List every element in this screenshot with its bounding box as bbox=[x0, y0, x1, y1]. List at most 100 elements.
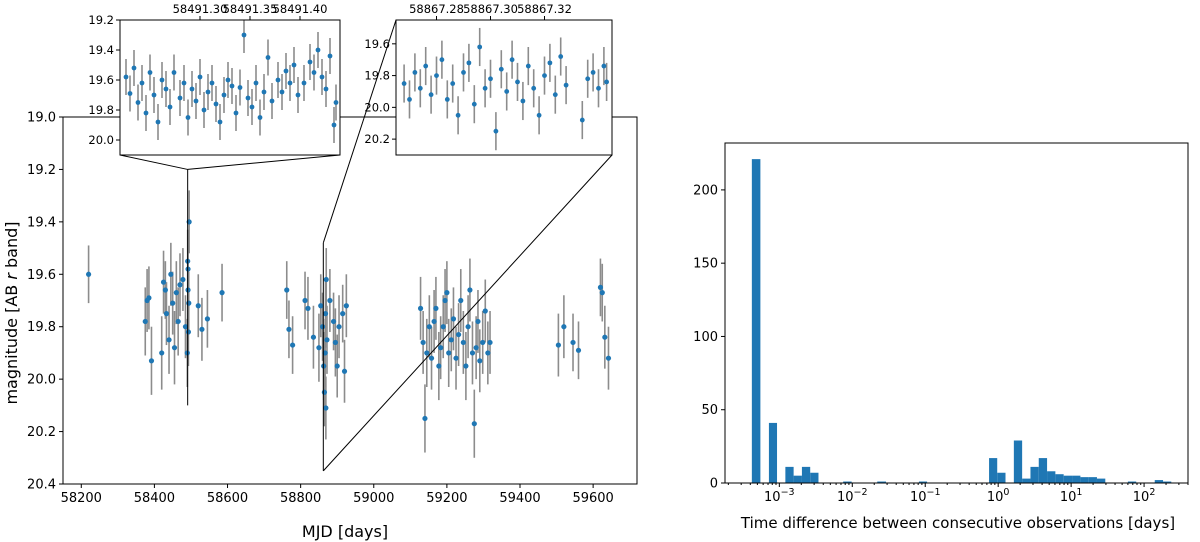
data-point bbox=[471, 421, 477, 427]
histogram-x-tick-label: 100 bbox=[987, 487, 1010, 505]
inset-data-point bbox=[434, 73, 439, 78]
inset-data-point bbox=[327, 53, 333, 59]
histogram-x-tick-label: 101 bbox=[1060, 487, 1083, 505]
y-tick-label: 20.4 bbox=[27, 478, 56, 493]
data-point bbox=[477, 358, 483, 364]
data-point bbox=[561, 324, 567, 330]
data-point bbox=[182, 324, 189, 330]
inset-y-tick-label: 20.2 bbox=[364, 132, 390, 146]
inset-x-tick-label: 58867.28 bbox=[409, 2, 464, 16]
inset-data-point bbox=[315, 47, 321, 53]
inset-data-point bbox=[295, 92, 301, 98]
inset-data-point bbox=[123, 74, 129, 80]
histogram-axes: 0 50 100 150 200 10−3 10−2 10−1 100 101 102 bbox=[693, 142, 1189, 505]
inset-data-point bbox=[525, 63, 531, 69]
x-tick-label: 58600 bbox=[207, 491, 248, 506]
zoom-connector bbox=[322, 19, 397, 243]
histogram-bar bbox=[785, 466, 794, 483]
data-point bbox=[323, 276, 329, 283]
inset-data-point bbox=[604, 79, 609, 85]
inset-data-point bbox=[249, 104, 255, 110]
x-tick-label: 59000 bbox=[353, 491, 394, 506]
histogram-y-tick-label: 50 bbox=[701, 403, 718, 418]
inset-data-point bbox=[135, 100, 141, 105]
data-point bbox=[316, 345, 322, 351]
inset-data-point bbox=[181, 80, 187, 86]
histogram-bar bbox=[768, 422, 778, 483]
data-point bbox=[450, 316, 457, 322]
data-point bbox=[318, 303, 324, 309]
zoom-connector bbox=[322, 154, 613, 472]
inset-data-point bbox=[333, 100, 339, 105]
x-axis-label: MJD [days] bbox=[302, 522, 388, 541]
inset-background bbox=[120, 20, 340, 155]
data-point bbox=[458, 297, 464, 304]
inset-data-point bbox=[233, 110, 239, 116]
inset-data-point bbox=[193, 98, 199, 104]
x-tick-label: 58400 bbox=[134, 491, 175, 506]
inset-x-tick-label: 58867.30 bbox=[463, 2, 518, 16]
histogram-x-tick-label: 10−3 bbox=[764, 487, 795, 505]
data-point bbox=[433, 305, 439, 311]
plot-frame bbox=[62, 116, 638, 485]
inset-y-tick-label: 19.4 bbox=[88, 43, 114, 57]
inset-data-point bbox=[213, 101, 219, 107]
data-point bbox=[426, 324, 432, 330]
inset-data-point bbox=[221, 92, 227, 98]
inset-data-point bbox=[261, 89, 267, 95]
inset-data-point bbox=[185, 115, 191, 120]
data-point bbox=[334, 363, 340, 369]
data-point bbox=[575, 347, 582, 353]
data-point bbox=[463, 363, 469, 369]
inset-data-point bbox=[151, 92, 157, 98]
inset-y-tick-label: 19.8 bbox=[88, 103, 114, 117]
data-point bbox=[171, 345, 178, 351]
histogram-bar bbox=[1154, 480, 1164, 483]
light-curve-axes: 58200 58400 58600 58800 59000 59200 59400 59600… bbox=[27, 111, 638, 506]
zoom-connector bbox=[187, 154, 341, 170]
inset-data-point bbox=[201, 107, 207, 113]
data-point bbox=[219, 290, 225, 296]
y-tick-label: 19.0 bbox=[27, 111, 56, 126]
histogram-bar bbox=[843, 481, 852, 483]
histogram-x-tick-label: 102 bbox=[1133, 487, 1156, 505]
inset-y-tick-label: 19.6 bbox=[364, 37, 390, 51]
data-point bbox=[323, 405, 329, 411]
inset-data-point bbox=[331, 122, 337, 128]
data-point bbox=[322, 311, 329, 317]
data-point bbox=[142, 318, 148, 325]
data-point bbox=[469, 350, 476, 356]
data-point bbox=[448, 337, 454, 343]
inset-data-point bbox=[171, 70, 177, 75]
data-point bbox=[467, 287, 473, 293]
data-point bbox=[148, 358, 155, 364]
data-point bbox=[431, 318, 437, 325]
data-point bbox=[597, 284, 604, 290]
inset-data-point bbox=[461, 70, 466, 75]
data-point bbox=[175, 318, 181, 325]
histogram-x-tick-label: 10−2 bbox=[837, 487, 868, 505]
data-point bbox=[321, 389, 328, 395]
inset-data-point bbox=[547, 60, 553, 66]
data-point bbox=[166, 337, 172, 343]
histogram-bar bbox=[1022, 478, 1031, 483]
inset-y-tick-label: 19.6 bbox=[88, 73, 114, 87]
inset-data-point bbox=[401, 81, 407, 86]
inset-y-tick-label: 19.8 bbox=[364, 69, 390, 83]
data-point bbox=[428, 355, 435, 361]
inset-data-point bbox=[477, 44, 483, 50]
inset-data-point bbox=[515, 79, 520, 85]
inset-background bbox=[396, 20, 612, 155]
inset-data-point bbox=[311, 70, 317, 75]
inset-data-point bbox=[542, 73, 547, 78]
data-point bbox=[290, 342, 296, 348]
data-point bbox=[442, 297, 448, 304]
zoom-connector bbox=[119, 154, 188, 170]
x-tick-label: 58800 bbox=[280, 491, 321, 506]
y-axis-label: magnitude [AB r band] bbox=[2, 221, 21, 404]
data-point bbox=[473, 345, 479, 351]
inset-frame bbox=[395, 19, 613, 156]
data-point bbox=[199, 326, 205, 332]
inset-data-point bbox=[205, 89, 211, 95]
inset-data-point bbox=[417, 85, 423, 91]
